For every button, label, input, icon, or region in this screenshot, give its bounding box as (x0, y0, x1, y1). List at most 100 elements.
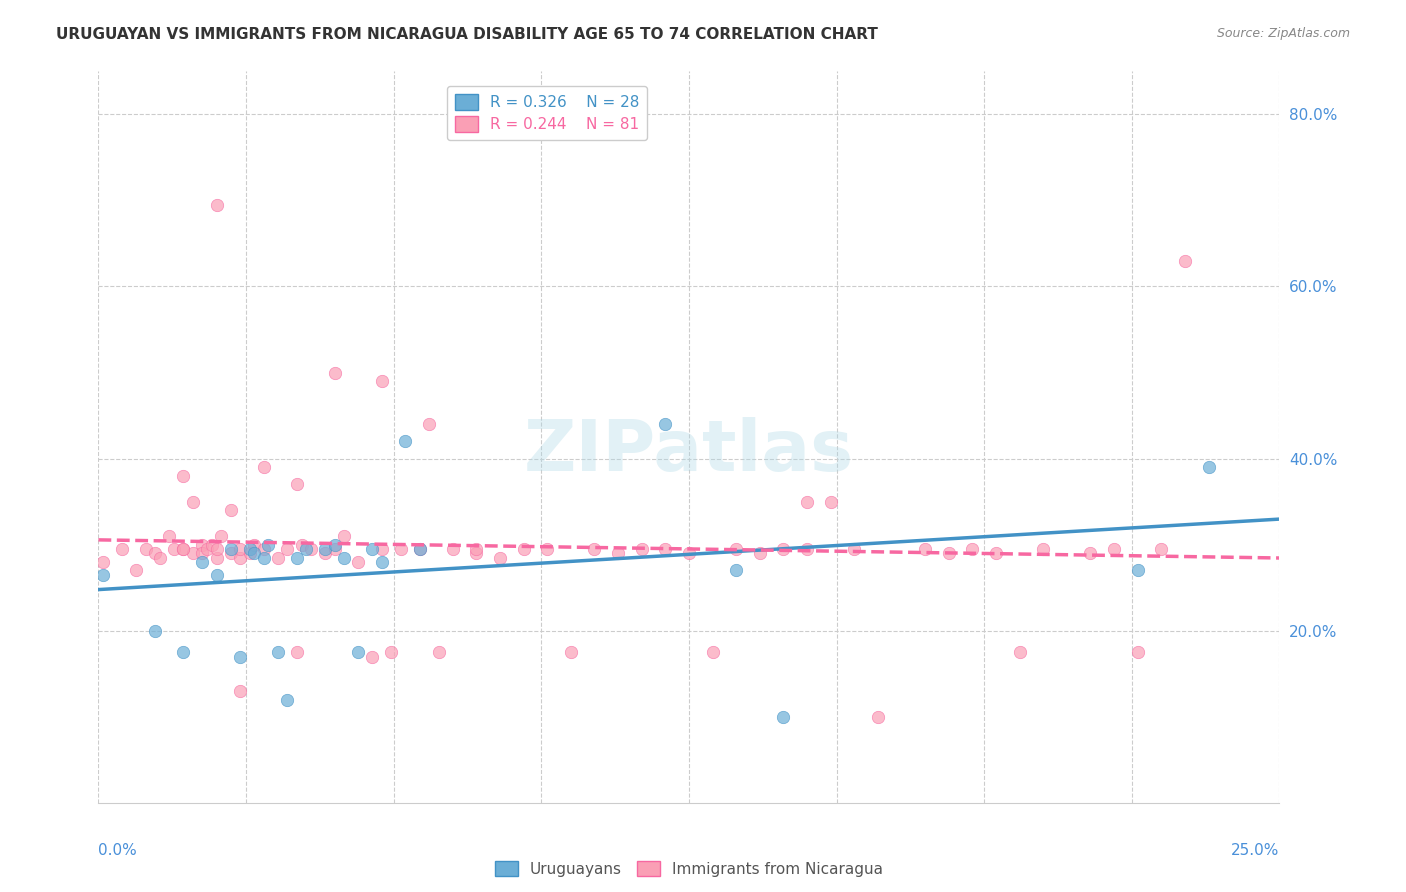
Point (205, 198, 228, 212)
Point (314, 546, 336, 560)
Point (914, 541, 936, 556)
Point (333, 550, 356, 565)
Point (678, 546, 700, 560)
Point (1174, 253, 1197, 268)
Point (866, 710, 889, 724)
Point (229, 550, 252, 565)
Point (239, 541, 262, 556)
Point (725, 564, 748, 578)
Point (820, 494, 842, 508)
Point (209, 529, 232, 543)
Point (394, 434, 416, 449)
Point (201, 538, 224, 552)
Point (796, 494, 818, 508)
Point (796, 541, 818, 556)
Point (962, 541, 984, 556)
Point (229, 649, 252, 664)
Point (323, 541, 346, 556)
Text: Source: ZipAtlas.com: Source: ZipAtlas.com (1216, 27, 1350, 40)
Point (984, 546, 1007, 560)
Point (371, 541, 394, 556)
Point (1008, 645, 1031, 659)
Point (380, 645, 402, 659)
Point (205, 567, 228, 582)
Point (195, 541, 218, 556)
Point (347, 555, 370, 569)
Text: 25.0%: 25.0% (1232, 843, 1279, 858)
Point (772, 710, 794, 724)
Point (654, 417, 676, 432)
Point (333, 529, 356, 543)
Point (361, 649, 384, 664)
Point (1126, 645, 1149, 659)
Point (149, 550, 172, 565)
Point (323, 366, 346, 380)
Text: 0.0%: 0.0% (98, 843, 138, 858)
Point (1080, 546, 1102, 560)
Point (219, 503, 242, 517)
Point (181, 546, 204, 560)
Point (243, 538, 266, 552)
Point (172, 468, 194, 483)
Point (205, 541, 228, 556)
Point (314, 541, 336, 556)
Point (285, 645, 308, 659)
Point (361, 541, 384, 556)
Point (172, 645, 194, 659)
Point (253, 550, 276, 565)
Point (536, 541, 558, 556)
Point (125, 564, 148, 578)
Point (267, 550, 290, 565)
Point (181, 494, 204, 508)
Point (1126, 564, 1149, 578)
Point (285, 550, 308, 565)
Point (229, 684, 252, 698)
Point (91, 555, 114, 569)
Point (229, 541, 252, 556)
Point (243, 546, 266, 560)
Point (465, 546, 488, 560)
Point (408, 541, 430, 556)
Text: URUGUAYAN VS IMMIGRANTS FROM NICARAGUA DISABILITY AGE 65 TO 74 CORRELATION CHART: URUGUAYAN VS IMMIGRANTS FROM NICARAGUA D… (56, 27, 879, 42)
Legend: Uruguayans, Immigrants from Nicaragua: Uruguayans, Immigrants from Nicaragua (488, 855, 890, 883)
Point (844, 541, 866, 556)
Point (772, 541, 794, 556)
Point (239, 546, 262, 560)
Point (654, 541, 676, 556)
Point (267, 645, 290, 659)
Point (135, 541, 157, 556)
Point (1198, 460, 1220, 475)
Point (512, 541, 534, 556)
Point (630, 541, 652, 556)
Point (1102, 541, 1125, 556)
Point (157, 529, 180, 543)
Point (583, 541, 606, 556)
Point (408, 541, 430, 556)
Point (191, 546, 214, 560)
Point (347, 645, 370, 659)
Point (441, 541, 464, 556)
Point (489, 550, 512, 565)
Point (253, 460, 276, 475)
Point (91, 567, 114, 582)
Point (219, 541, 242, 556)
Point (1150, 541, 1173, 556)
Text: ZIPatlas: ZIPatlas (524, 417, 853, 486)
Point (427, 645, 450, 659)
Point (143, 624, 166, 638)
Point (205, 550, 228, 565)
Point (702, 645, 724, 659)
Point (389, 541, 412, 556)
Point (560, 645, 582, 659)
Point (285, 477, 308, 491)
Point (290, 538, 312, 552)
Point (938, 546, 960, 560)
Point (276, 541, 298, 556)
Point (143, 546, 166, 560)
Point (257, 538, 280, 552)
Point (465, 541, 488, 556)
Point (725, 541, 748, 556)
Point (191, 555, 214, 569)
Point (371, 555, 394, 569)
Point (219, 546, 242, 560)
